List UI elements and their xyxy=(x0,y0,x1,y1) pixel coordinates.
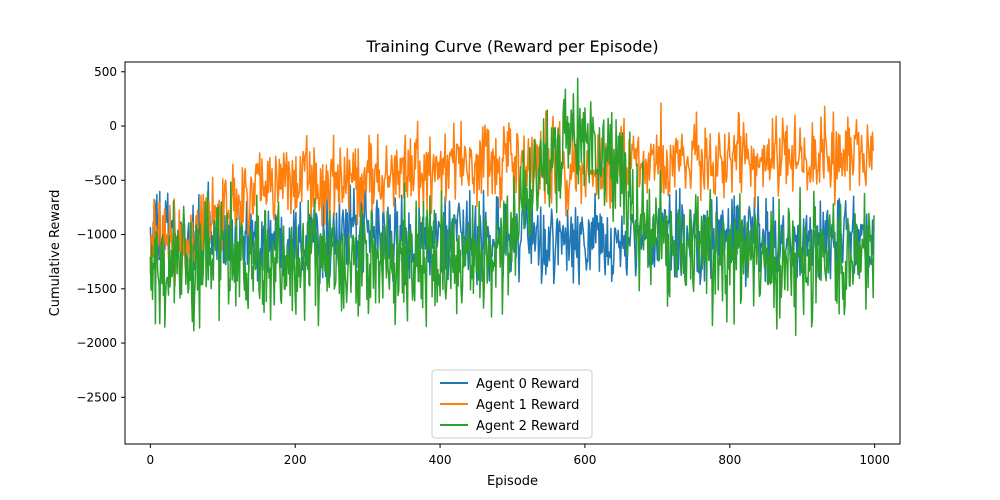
x-tick-label: 1000 xyxy=(859,453,890,467)
x-tick-label: 800 xyxy=(718,453,741,467)
chart-title: Training Curve (Reward per Episode) xyxy=(365,37,658,56)
series-line-agent-1 xyxy=(149,102,875,287)
legend-label-agent-2: Agent 2 Reward xyxy=(476,419,579,434)
legend-label-agent-1: Agent 1 Reward xyxy=(476,398,579,413)
y-tick-label: −500 xyxy=(84,173,117,187)
x-axis-label: Episode xyxy=(487,474,538,489)
plot-frame xyxy=(124,61,901,445)
series-lines xyxy=(149,77,875,337)
x-axis-ticks: 0 200 400 600 800 1000 xyxy=(147,444,890,467)
legend-box xyxy=(431,369,593,439)
y-tick-label: 0 xyxy=(109,119,117,133)
legend-label-agent-0: Agent 0 Reward xyxy=(476,377,579,392)
series-line-agent-2 xyxy=(149,77,875,337)
y-axis-ticks: 500 0 −500 −1000 −1500 −2000 −2500 xyxy=(76,65,125,404)
x-tick-label: 400 xyxy=(429,453,452,467)
y-tick-label: −1000 xyxy=(76,228,117,242)
y-axis-label: Cumulative Reward xyxy=(48,190,63,317)
x-tick-label: 600 xyxy=(573,453,596,467)
y-tick-label: 500 xyxy=(94,65,117,79)
y-tick-label: −1500 xyxy=(76,282,117,296)
x-tick-label: 200 xyxy=(284,453,307,467)
legend: Agent 0 Reward Agent 1 Reward Agent 2 Rewa… xyxy=(431,369,593,439)
plot-area xyxy=(124,61,901,445)
y-tick-label: −2000 xyxy=(76,336,117,350)
x-tick-label: 0 xyxy=(147,453,155,467)
y-tick-label: −2500 xyxy=(76,390,117,404)
